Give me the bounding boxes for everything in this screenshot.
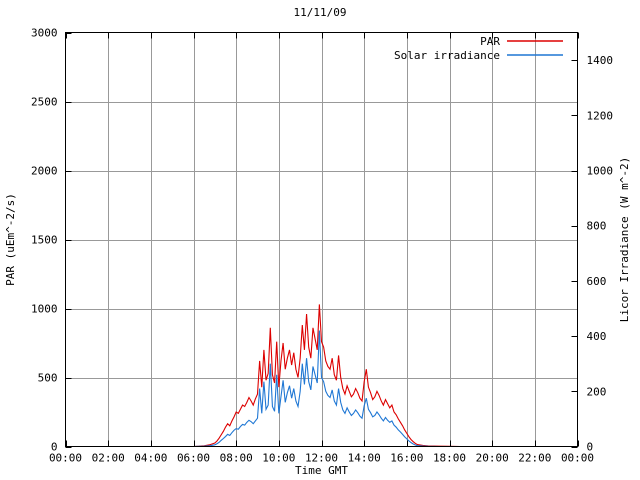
x-axis-title: Time GMT [295, 464, 348, 477]
x-tick-label: 00:00 [49, 452, 82, 465]
y-right-tick-label: 400 [587, 330, 607, 343]
y-left-tick-label: 2500 [31, 96, 58, 109]
legend-label-par: PAR [480, 35, 500, 48]
y-left-tick-label: 2000 [31, 165, 58, 178]
x-tick-label: 00:00 [561, 452, 594, 465]
y-right-tick-label: 600 [587, 275, 607, 288]
x-tick-label: 22:00 [518, 452, 551, 465]
y-right-tick-label: 800 [587, 220, 607, 233]
x-tick-label: 18:00 [433, 452, 466, 465]
plot-frame [64, 31, 579, 448]
y-left-tick-label: 500 [38, 372, 58, 385]
y-left-tick-label: 0 [51, 441, 58, 454]
x-axis-tick-labels: 00:00 02:00 04:00 06:00 08:00 10:00 12:00 14:00… [49, 452, 594, 465]
legend-label-solar-irradiance: Solar irradiance [394, 49, 500, 62]
x-tick-label: 14:00 [348, 452, 381, 465]
x-tick-label: 10:00 [262, 452, 295, 465]
y-right-axis-tick-labels: 0 200 400 600 800 1000 1200 1400 [587, 54, 614, 453]
y-left-axis-tick-labels: 0 500 1000 1500 2000 2500 3000 [31, 27, 58, 454]
y-left-tick-label: 1500 [31, 234, 58, 247]
data-series-group [65, 304, 578, 448]
y-right-tick-label: 1200 [587, 109, 614, 122]
y-left-tick-label: 1000 [31, 303, 58, 316]
y-right-axis-title: Licor Irradiance (W m^-2) [618, 157, 631, 323]
x-tick-label: 02:00 [92, 452, 125, 465]
series-line-solar-irradiance [65, 330, 578, 448]
x-tick-label: 08:00 [220, 452, 253, 465]
y-right-tick-label: 200 [587, 385, 607, 398]
chart-title: 11/11/09 [293, 6, 347, 19]
y-left-tick-label: 3000 [31, 27, 58, 40]
y-right-tick-label: 1400 [587, 54, 614, 67]
gridlines [65, 32, 578, 447]
x-tick-label: 20:00 [476, 452, 509, 465]
x-tick-label: 12:00 [305, 452, 338, 465]
y-right-tick-label: 1000 [587, 165, 614, 178]
axis-tickmarks [65, 32, 580, 449]
x-tick-label: 16:00 [390, 452, 423, 465]
y-left-axis-title: PAR (uEm^-2/s) [4, 193, 17, 286]
x-tick-label: 04:00 [134, 452, 167, 465]
x-tick-label: 06:00 [177, 452, 210, 465]
y-right-tick-label: 0 [587, 441, 594, 454]
axis-titles: Time GMT PAR (uEm^-2/s) Licor Irradiance (… [4, 157, 631, 477]
